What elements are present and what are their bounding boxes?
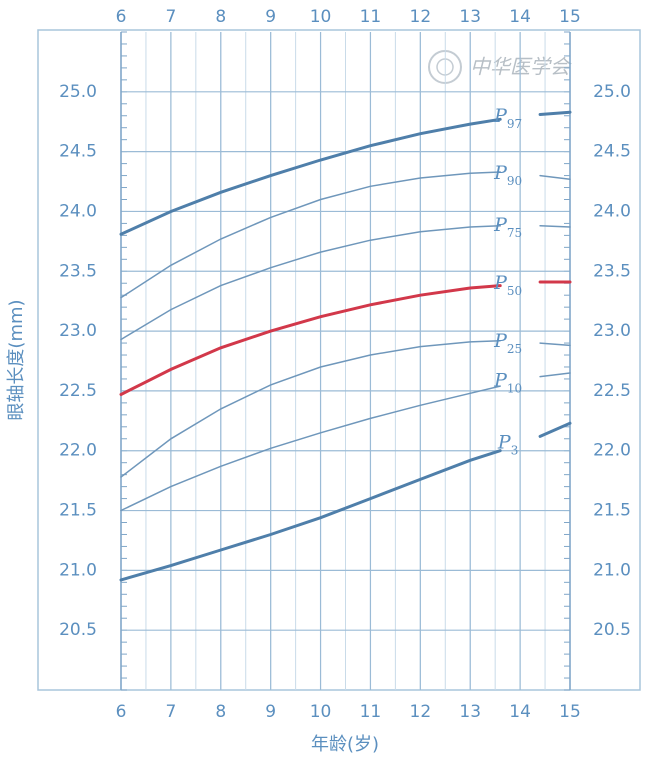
label-sub: 90 xyxy=(507,173,522,187)
label-sub: 25 xyxy=(507,341,522,355)
label-sub: 50 xyxy=(507,283,522,297)
percentile-line xyxy=(119,421,572,582)
x-tick-label: 13 xyxy=(459,702,481,722)
label-main: P xyxy=(497,432,512,454)
watermark: 中华医学会 xyxy=(470,55,572,79)
y-tick-label: 22.0 xyxy=(59,441,97,461)
label-main: P xyxy=(493,330,508,352)
y-tick-label: 21.0 xyxy=(59,560,97,580)
x-tick-label: 9 xyxy=(265,702,276,722)
x-tick-label: 6 xyxy=(116,7,127,27)
x-tick-label: 10 xyxy=(310,702,332,722)
x-tick-label: 7 xyxy=(165,702,176,722)
y-tick-label: 24.5 xyxy=(59,142,97,162)
x-tick-label: 13 xyxy=(459,7,481,27)
x-tick-label: 8 xyxy=(215,7,226,27)
label-main: P xyxy=(493,272,508,294)
percentile-line xyxy=(120,372,571,512)
series-label: P3 xyxy=(497,432,518,458)
y-tick-label: 21.0 xyxy=(593,560,631,580)
series-label: P97 xyxy=(493,105,522,131)
percentile-line xyxy=(119,110,572,236)
x-tick-label: 6 xyxy=(116,702,127,722)
y-tick-label: 21.5 xyxy=(59,501,97,521)
series-label: P10 xyxy=(493,369,522,395)
label-main: P xyxy=(493,369,508,391)
x-tick-label: 9 xyxy=(265,7,276,27)
percentile-line xyxy=(120,225,571,341)
label-sub: 10 xyxy=(507,381,522,395)
x-axis-title: 年龄(岁) xyxy=(311,734,379,755)
series-label: P50 xyxy=(493,272,522,298)
percentile-line xyxy=(120,171,571,299)
percentile-line xyxy=(120,339,571,478)
y-tick-label: 20.5 xyxy=(593,620,631,640)
y-tick-label: 25.0 xyxy=(593,82,631,102)
y-tick-label: 21.5 xyxy=(593,501,631,521)
label-sub: 97 xyxy=(507,116,522,130)
percentile-line xyxy=(119,280,572,396)
y-tick-label: 22.5 xyxy=(593,381,631,401)
label-sub: 75 xyxy=(507,225,522,239)
series-label: P90 xyxy=(493,162,522,188)
label-main: P xyxy=(493,105,508,127)
x-tick-label: 15 xyxy=(559,702,581,722)
label-main: P xyxy=(493,162,508,184)
x-tick-label: 11 xyxy=(360,7,382,27)
series-label: P25 xyxy=(493,330,522,356)
x-tick-label: 14 xyxy=(509,702,531,722)
y-tick-label: 25.0 xyxy=(59,82,97,102)
x-tick-label: 12 xyxy=(410,702,432,722)
y-tick-label: 22.5 xyxy=(59,381,97,401)
y-tick-label: 23.5 xyxy=(593,261,631,281)
y-tick-label: 23.0 xyxy=(59,321,97,341)
x-tick-label: 15 xyxy=(559,7,581,27)
x-tick-label: 10 xyxy=(310,7,332,27)
x-tick-label: 12 xyxy=(410,7,432,27)
y-tick-label: 23.0 xyxy=(593,321,631,341)
series-label: P75 xyxy=(493,214,522,240)
y-tick-label: 20.5 xyxy=(59,620,97,640)
x-tick-label: 8 xyxy=(215,702,226,722)
y-tick-label: 24.5 xyxy=(593,142,631,162)
label-sub: 3 xyxy=(511,443,519,457)
y-tick-label: 24.0 xyxy=(59,201,97,221)
x-tick-label: 7 xyxy=(165,7,176,27)
label-main: P xyxy=(493,214,508,236)
y-tick-label: 23.5 xyxy=(59,261,97,281)
frame xyxy=(37,29,641,691)
x-tick-label: 14 xyxy=(509,7,531,27)
x-tick-label: 11 xyxy=(360,702,382,722)
y-tick-label: 24.0 xyxy=(593,201,631,221)
y-tick-label: 22.0 xyxy=(593,441,631,461)
y-axis-title: 眼轴长度(mm) xyxy=(6,299,27,420)
